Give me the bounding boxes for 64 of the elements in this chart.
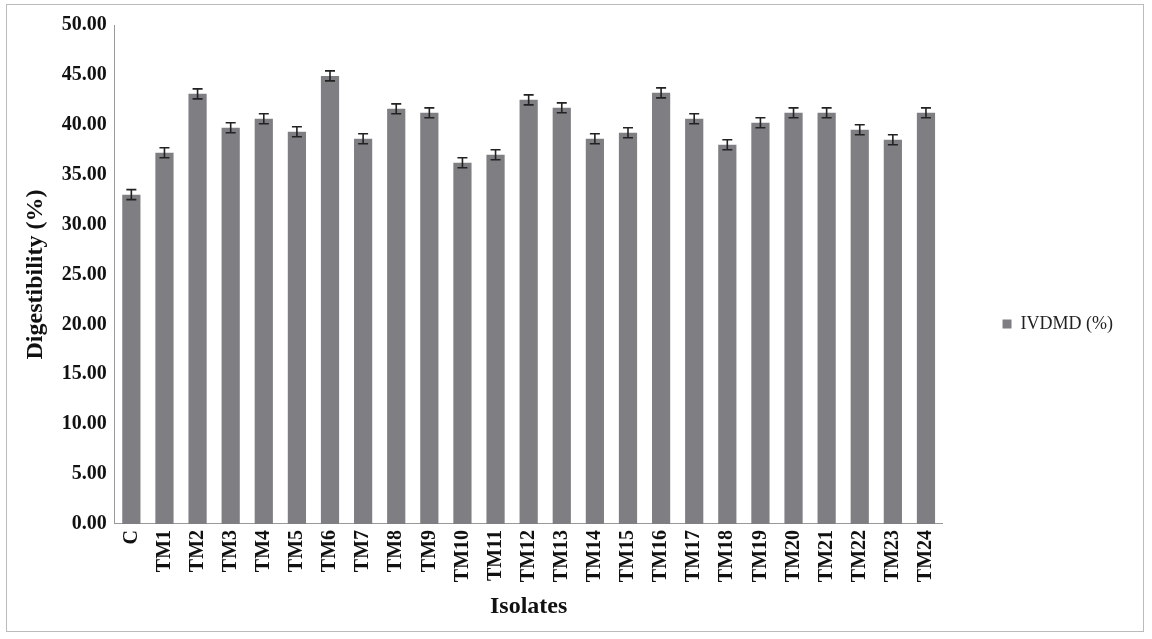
x-tick-label: TM3 [217, 529, 240, 573]
bar [552, 107, 571, 524]
x-tick-label: TM2 [184, 529, 207, 573]
x-axis-title: Isolates [489, 591, 568, 618]
x-tick-label: TM23 [880, 529, 903, 583]
bar [916, 112, 936, 524]
x-tick-label: TM24 [913, 529, 936, 583]
bar [354, 138, 373, 524]
x-tick-label: TM1 [151, 529, 174, 573]
x-tick-label: TM16 [648, 529, 671, 583]
y-tick-label: 35.00 [61, 161, 107, 184]
bar [453, 162, 472, 524]
x-tick-label: TM11 [482, 529, 505, 582]
x-tick-label: TM9 [416, 529, 439, 573]
x-tick-label: TM15 [615, 529, 638, 583]
x-tick-label: C [118, 529, 141, 545]
x-tick-label: TM5 [284, 529, 307, 573]
x-tick-label: TM17 [681, 529, 704, 583]
y-tick-label: 45.00 [61, 62, 107, 85]
bar [188, 93, 207, 524]
x-tick-label: TM14 [582, 529, 605, 583]
bar [784, 112, 803, 524]
x-tick-label: TM10 [449, 529, 472, 583]
x-tick-label: TM18 [714, 529, 737, 583]
y-tick-label: 0.00 [71, 511, 107, 534]
y-tick-label: 15.00 [61, 361, 107, 384]
bar [420, 112, 439, 524]
y-axis-title: Digestibility (%) [20, 189, 47, 360]
x-tick-label: TM21 [813, 529, 836, 583]
bar [221, 127, 240, 524]
bar [486, 154, 505, 524]
y-tick-label: 50.00 [61, 12, 107, 35]
x-tick-label: TM22 [846, 529, 869, 583]
x-tick-label: TM19 [747, 529, 770, 583]
bar [817, 112, 836, 524]
bar [320, 75, 340, 524]
bar [155, 152, 174, 524]
x-tick-label: TM6 [317, 529, 340, 573]
bar [651, 92, 671, 524]
bar [883, 139, 902, 524]
y-tick-label: 5.00 [71, 461, 107, 484]
x-tick-label: TM4 [250, 529, 273, 573]
y-tick-label: 20.00 [61, 311, 107, 334]
legend-label: IVDMD (%) [1020, 312, 1114, 334]
x-tick-label: TM8 [383, 529, 406, 573]
y-tick-label: 25.00 [61, 261, 107, 284]
bar [585, 138, 604, 524]
bar [519, 99, 538, 524]
x-tick-label: TM20 [780, 529, 803, 583]
x-tick-label: TM13 [548, 529, 571, 583]
bar [618, 132, 638, 524]
x-tick-label: TM12 [515, 529, 538, 583]
bar [718, 144, 737, 524]
y-tick-label: 30.00 [61, 211, 107, 234]
bar [122, 194, 141, 524]
bar [685, 118, 704, 524]
bar [850, 129, 869, 524]
x-tick-label: TM7 [350, 529, 373, 573]
bar [287, 131, 306, 524]
y-tick-label: 10.00 [61, 411, 107, 434]
bar [254, 118, 273, 524]
bar [751, 122, 770, 524]
bar [387, 108, 406, 524]
y-tick-label: 40.00 [61, 111, 107, 134]
